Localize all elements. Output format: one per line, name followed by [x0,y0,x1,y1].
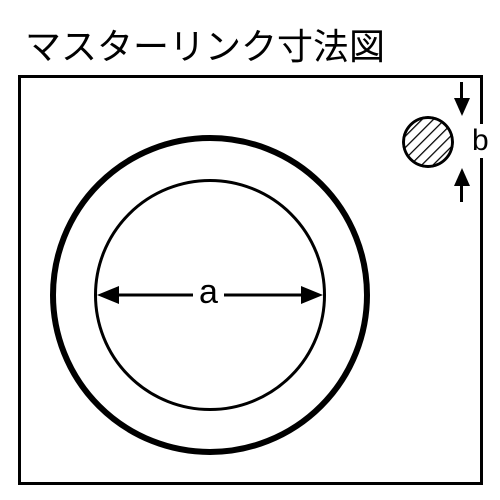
dimension-b-stem-top [460,82,463,98]
dimension-b-arrow-top-icon [454,98,470,116]
diagram-canvas: マスターリンク寸法図 a b [0,0,500,500]
dimension-b-stem-bottom [460,186,463,202]
dimension-a-arrow-right-icon [301,286,323,304]
dimension-a-arrow-left-icon [97,286,119,304]
diagram-title: マスターリンク寸法図 [25,18,385,70]
cross-section-circle [402,116,454,168]
dimension-a-label: a [193,273,224,312]
dimension-b-label: b [472,124,489,158]
dimension-b-arrow-bottom-icon [454,168,470,186]
